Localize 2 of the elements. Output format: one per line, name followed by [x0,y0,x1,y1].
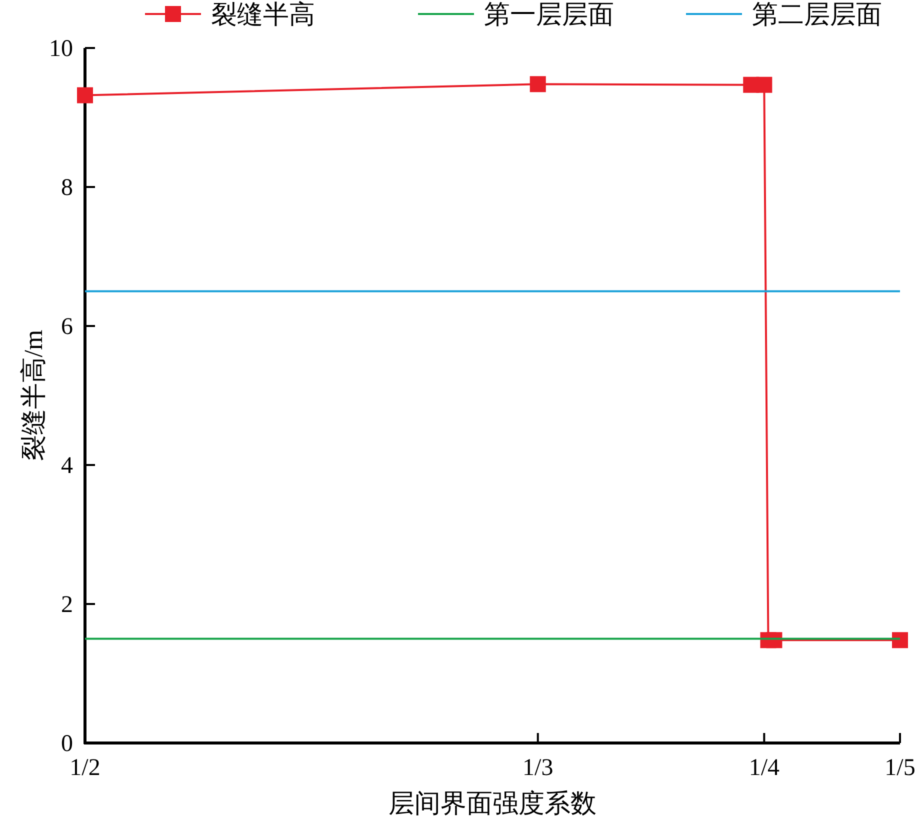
ylabel: 裂缝半高/m [19,330,48,462]
xlabel: 层间界面强度系数 [388,789,596,818]
